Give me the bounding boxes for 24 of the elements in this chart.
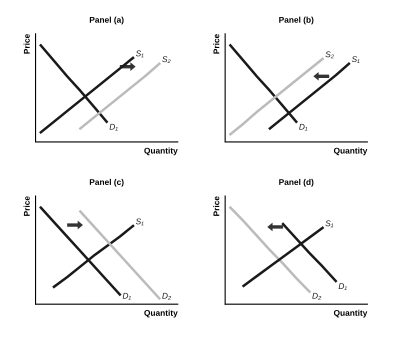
series-label: D₁ [110,124,118,131]
series-label: S₁ [136,218,144,226]
y-axis-title: Price [213,34,220,54]
x-axis-title: Quantity [334,310,368,318]
x-axis-title: Quantity [334,148,368,156]
series-label: S₁ [352,56,360,64]
series-label: D₁ [122,292,131,300]
series-label: S₁ [136,50,144,58]
chart-title: Panel (a) [90,16,124,24]
series-label: D₂ [312,292,322,300]
series-label: S₂ [162,56,171,64]
y-axis-title: Price [24,196,30,216]
x-axis-title: Quantity [144,310,178,318]
series-label: S₂ [325,51,334,58]
y-axis-title: Price [213,196,220,216]
chart-title: Panel (b) [279,16,314,24]
chart-title: Panel (c) [90,178,124,187]
series-label: D₁ [338,283,347,290]
series-label: D₁ [299,124,308,131]
y-axis-title: Price [24,34,30,54]
x-axis-title: Quantity [144,148,178,156]
chart-title: Panel (d) [279,178,314,187]
series-label: S₁ [325,220,334,228]
series-label: D₂ [162,292,172,300]
